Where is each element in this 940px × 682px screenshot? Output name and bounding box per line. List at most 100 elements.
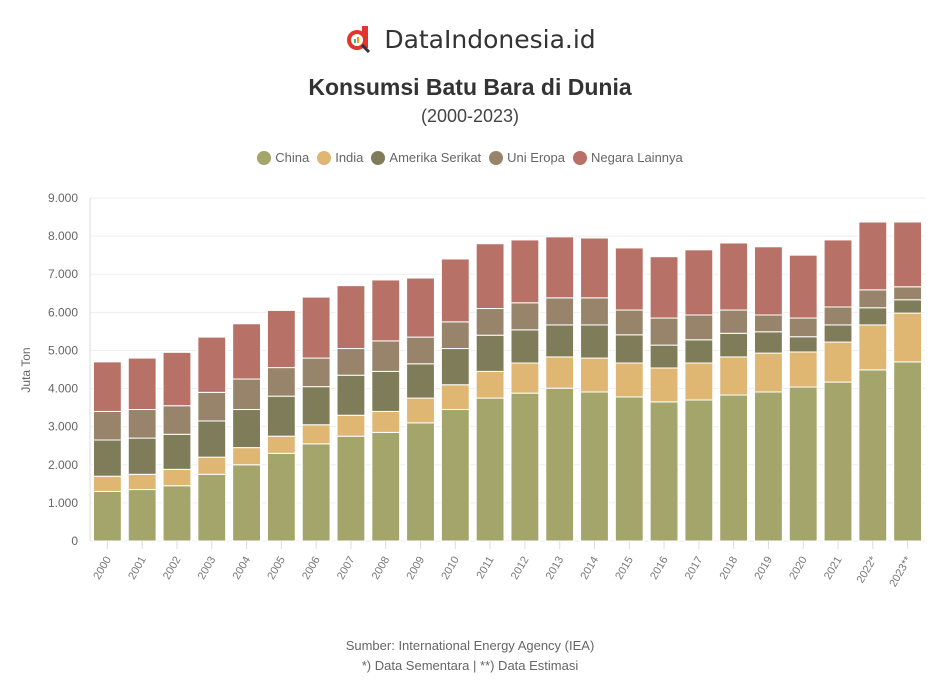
bar-segment bbox=[266, 367, 296, 397]
bar-segment bbox=[232, 323, 261, 380]
x-tick-label: 2019 bbox=[752, 555, 775, 582]
x-tick-label: 2014 bbox=[578, 555, 601, 582]
bar-segment bbox=[406, 277, 435, 338]
y-tick-label: 7.000 bbox=[48, 267, 78, 281]
y-tick-label: 8.000 bbox=[48, 229, 78, 243]
bar-segment bbox=[823, 239, 853, 308]
bar-segment bbox=[649, 256, 679, 319]
bar-segment bbox=[510, 392, 540, 542]
bar-segment bbox=[475, 397, 505, 542]
brand-header: DataIndonesia.id bbox=[0, 24, 940, 54]
bar-segment bbox=[197, 391, 227, 422]
bar-segment bbox=[197, 336, 227, 393]
bar-segment bbox=[858, 221, 888, 291]
bar-segment bbox=[301, 443, 331, 542]
bar-segment bbox=[92, 410, 122, 441]
bar-segment bbox=[440, 321, 470, 350]
legend: China India Amerika Serikat Uni Eropa Negara… bbox=[0, 150, 940, 165]
x-tick-label: 2003 bbox=[196, 555, 219, 582]
x-tick-label: 2000 bbox=[91, 555, 114, 582]
bar-segment bbox=[371, 410, 401, 433]
legend-swatch bbox=[371, 150, 386, 165]
bar-segment bbox=[545, 236, 575, 299]
x-tick-label: 2013 bbox=[544, 555, 567, 582]
bar-segment bbox=[475, 370, 505, 399]
bar-segment bbox=[614, 309, 644, 336]
legend-item[interactable]: China bbox=[257, 150, 309, 165]
y-tick-label: 2.000 bbox=[48, 458, 78, 472]
x-tick-label: 2015 bbox=[613, 555, 636, 582]
bar-segment bbox=[788, 254, 818, 319]
chart-title: Konsumsi Batu Bara di Dunia bbox=[308, 74, 632, 100]
legend-item[interactable]: Uni Eropa bbox=[489, 150, 565, 165]
x-tick-label: 2006 bbox=[300, 555, 323, 582]
bar-segment bbox=[858, 369, 888, 542]
bar-segment bbox=[754, 391, 783, 542]
footer: Sumber: International Energy Agency (IEA… bbox=[0, 636, 940, 676]
bar-segment bbox=[510, 362, 540, 394]
bar-segment bbox=[406, 397, 435, 424]
bar-segment bbox=[684, 399, 714, 542]
bar-segment bbox=[580, 357, 609, 393]
chart-subtitle: (2000-2023) bbox=[420, 106, 520, 126]
bar-segment bbox=[301, 424, 331, 445]
bar-segment bbox=[858, 324, 888, 371]
bar-segment bbox=[823, 381, 853, 542]
bar-segment bbox=[893, 312, 923, 363]
bar-segment bbox=[371, 279, 401, 342]
bar-segment bbox=[440, 258, 470, 323]
bar-segment bbox=[510, 239, 540, 304]
x-tick-label: 2008 bbox=[370, 555, 393, 582]
note-text: *) Data Sementara | **) Data Estimasi bbox=[361, 658, 579, 673]
bar-segment bbox=[823, 324, 853, 343]
bar-segment bbox=[545, 387, 575, 542]
bar-segment bbox=[371, 431, 401, 542]
y-tick-label: 3.000 bbox=[48, 420, 78, 434]
bar-segment bbox=[823, 341, 853, 383]
y-tick-label: 4.000 bbox=[48, 382, 78, 396]
bar-segment bbox=[232, 464, 261, 542]
legend-item[interactable]: Amerika Serikat bbox=[371, 150, 481, 165]
x-tick-label: 2023** bbox=[887, 554, 914, 589]
bar-segment bbox=[440, 409, 470, 542]
bar-segment bbox=[232, 447, 261, 466]
bar-segment bbox=[162, 468, 192, 487]
y-tick-label: 6.000 bbox=[48, 305, 78, 319]
bar-segment bbox=[336, 414, 366, 437]
bar-segment bbox=[162, 485, 192, 542]
y-tick-label: 0 bbox=[71, 534, 78, 548]
bar-segment bbox=[127, 489, 157, 542]
bar-segment bbox=[754, 352, 783, 393]
bar-segment bbox=[580, 237, 609, 299]
bar-segment bbox=[823, 306, 853, 326]
bar-segment bbox=[92, 475, 122, 492]
bar-segment bbox=[266, 395, 296, 437]
bar-segment bbox=[788, 317, 818, 338]
bar-segment bbox=[266, 452, 296, 542]
bar-segment bbox=[301, 386, 331, 426]
bar-segment bbox=[788, 351, 818, 388]
x-tick-label: 2002 bbox=[161, 555, 184, 582]
bar-segment bbox=[197, 456, 227, 475]
legend-label: Amerika Serikat bbox=[389, 150, 482, 165]
legend-swatch bbox=[257, 150, 272, 165]
x-tick-label: 2009 bbox=[404, 555, 427, 582]
legend-item[interactable]: India bbox=[317, 150, 363, 165]
bar-segment bbox=[336, 435, 366, 542]
x-tick-label: 2021 bbox=[822, 555, 845, 582]
x-tick-label: 2018 bbox=[718, 555, 741, 582]
bar-segment bbox=[336, 348, 366, 376]
legend-item[interactable]: Negara Lainnya bbox=[572, 150, 683, 165]
x-tick-label: 2004 bbox=[231, 555, 254, 582]
bar-segment bbox=[336, 374, 366, 416]
x-tick-label: 2017 bbox=[683, 555, 706, 582]
bar-segment bbox=[649, 401, 679, 542]
bar-segment bbox=[649, 367, 679, 403]
logo-icon bbox=[347, 26, 371, 54]
bar-segment bbox=[510, 302, 540, 331]
bar-segment bbox=[858, 289, 888, 309]
bar-segment bbox=[580, 297, 609, 326]
y-axis-label: Juta Ton bbox=[19, 347, 33, 392]
x-tick-label: 2001 bbox=[126, 555, 149, 582]
